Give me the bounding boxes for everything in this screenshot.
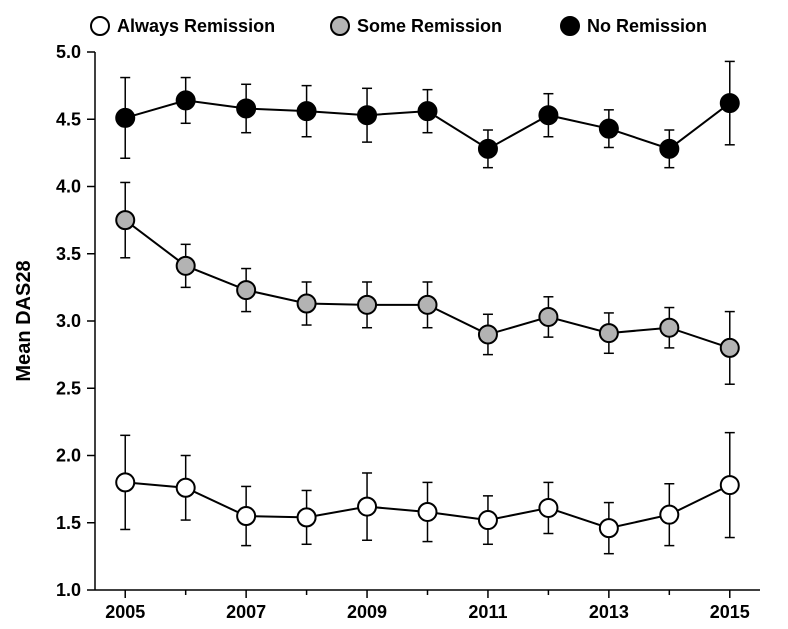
data-marker bbox=[177, 257, 195, 275]
data-marker bbox=[600, 120, 618, 138]
chart-container: Always Remission Some Remission No Remissi… bbox=[0, 0, 788, 629]
data-marker bbox=[600, 324, 618, 342]
legend-label: Always Remission bbox=[117, 16, 275, 36]
data-marker bbox=[479, 511, 497, 529]
data-marker bbox=[358, 296, 376, 314]
y-tick-label: 2.5 bbox=[56, 378, 81, 398]
data-marker bbox=[116, 211, 134, 229]
data-marker bbox=[298, 102, 316, 120]
data-marker bbox=[358, 498, 376, 516]
y-tick-label: 3.5 bbox=[56, 244, 81, 264]
legend-item: Always Remission bbox=[91, 16, 275, 36]
data-marker bbox=[660, 506, 678, 524]
y-tick-label: 1.0 bbox=[56, 580, 81, 600]
data-marker bbox=[660, 140, 678, 158]
data-marker bbox=[660, 319, 678, 337]
data-marker bbox=[116, 109, 134, 127]
x-tick-label: 2015 bbox=[710, 602, 750, 622]
series bbox=[116, 61, 739, 167]
data-marker bbox=[419, 503, 437, 521]
x-tick-label: 2009 bbox=[347, 602, 387, 622]
data-marker bbox=[721, 476, 739, 494]
data-marker bbox=[116, 473, 134, 491]
data-marker bbox=[479, 325, 497, 343]
data-marker bbox=[600, 519, 618, 537]
legend-item: No Remission bbox=[561, 16, 707, 36]
line-chart: Always Remission Some Remission No Remissi… bbox=[0, 0, 788, 629]
legend-marker bbox=[331, 17, 349, 35]
data-marker bbox=[237, 507, 255, 525]
data-marker bbox=[177, 479, 195, 497]
data-marker bbox=[419, 296, 437, 314]
y-tick-label: 3.0 bbox=[56, 311, 81, 331]
x-tick-label: 2011 bbox=[468, 602, 507, 622]
y-tick-label: 2.0 bbox=[56, 446, 81, 466]
x-tick-label: 2005 bbox=[105, 602, 145, 622]
y-tick-label: 5.0 bbox=[56, 42, 81, 62]
legend-label: No Remission bbox=[587, 16, 707, 36]
data-marker bbox=[298, 508, 316, 526]
data-marker bbox=[358, 106, 376, 124]
data-marker bbox=[177, 91, 195, 109]
data-marker bbox=[237, 99, 255, 117]
legend-marker bbox=[91, 17, 109, 35]
data-marker bbox=[539, 499, 557, 517]
data-marker bbox=[721, 94, 739, 112]
data-marker bbox=[237, 281, 255, 299]
data-marker bbox=[539, 308, 557, 326]
data-marker bbox=[298, 295, 316, 313]
legend-label: Some Remission bbox=[357, 16, 502, 36]
x-tick-label: 2007 bbox=[226, 602, 266, 622]
y-tick-label: 1.5 bbox=[56, 513, 81, 533]
data-marker bbox=[721, 339, 739, 357]
legend-item: Some Remission bbox=[331, 16, 502, 36]
series bbox=[116, 433, 739, 554]
x-tick-label: 2013 bbox=[589, 602, 629, 622]
y-tick-label: 4.5 bbox=[56, 109, 81, 129]
data-marker bbox=[479, 140, 497, 158]
series bbox=[116, 182, 739, 384]
data-marker bbox=[539, 106, 557, 124]
y-tick-label: 4.0 bbox=[56, 177, 81, 197]
legend: Always Remission Some Remission No Remissi… bbox=[91, 16, 707, 36]
data-marker bbox=[419, 102, 437, 120]
legend-marker bbox=[561, 17, 579, 35]
y-axis-label: Mean DAS28 bbox=[13, 260, 35, 381]
